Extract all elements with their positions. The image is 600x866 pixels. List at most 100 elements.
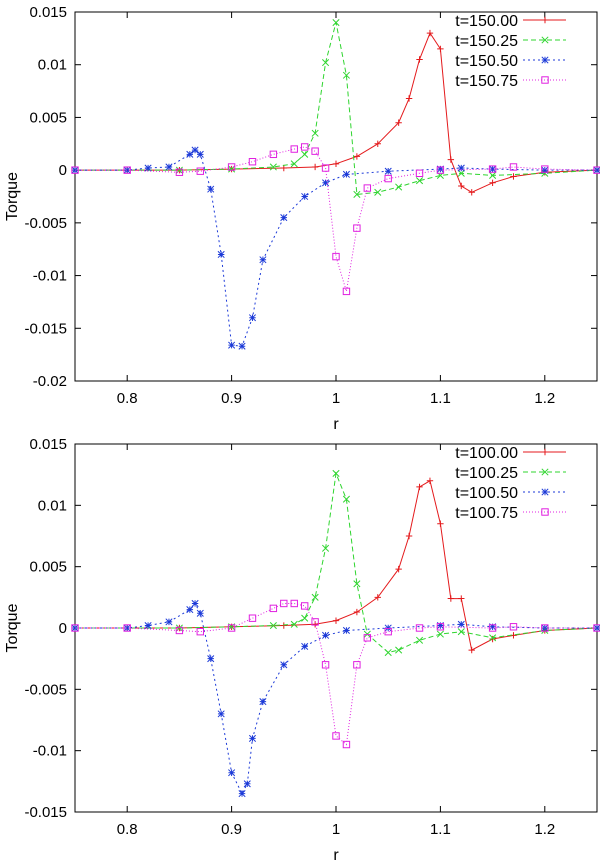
legend-label: t=100.75 [455, 505, 518, 522]
legend-entry-2: t=150.50 [455, 53, 566, 70]
data-point [332, 18, 340, 27]
data-point [415, 177, 424, 185]
data-point [489, 635, 496, 643]
data-point [301, 150, 309, 158]
legend-entry-0: t=100.00 [455, 445, 566, 462]
data-point [489, 171, 497, 179]
data-point [353, 190, 361, 198]
x-tick-label: 1.2 [534, 390, 555, 407]
data-point [593, 166, 600, 174]
data-point [374, 188, 382, 196]
data-point [353, 661, 361, 669]
legend-entry-2: t=100.50 [455, 485, 566, 502]
data-point [227, 163, 236, 171]
data-point [248, 314, 257, 322]
data-point [384, 648, 392, 657]
legend-marker [541, 56, 549, 64]
data-point [342, 170, 350, 178]
data-point [228, 341, 236, 349]
data-point [426, 477, 434, 484]
data-point [593, 624, 600, 632]
data-point [228, 769, 236, 777]
data-point [196, 609, 204, 617]
x-tick-label: 0.9 [221, 821, 242, 838]
data-point [332, 160, 340, 168]
data-point [353, 608, 361, 616]
data-point [395, 565, 402, 573]
data-point [437, 520, 444, 527]
y-tick-label: 0.015 [29, 436, 67, 453]
legend-marker [541, 488, 549, 496]
data-point [290, 599, 298, 608]
series-line [75, 32, 598, 193]
data-point [191, 599, 199, 608]
data-point [457, 169, 465, 177]
x-tick-label: 1.1 [430, 821, 451, 838]
plot-frame [74, 11, 598, 382]
legend-marker [541, 468, 549, 476]
data-point [457, 628, 465, 636]
data-point [321, 661, 330, 669]
data-point [227, 624, 236, 632]
data-point [436, 166, 445, 174]
data-point [144, 621, 152, 630]
data-point [301, 192, 309, 201]
legend-label: t=100.50 [455, 485, 518, 502]
data-point [332, 469, 340, 477]
data-point [342, 287, 351, 296]
data-point [191, 146, 199, 154]
data-point [186, 150, 194, 158]
series-line [75, 22, 598, 195]
x-tick-label: 0.9 [221, 390, 242, 407]
y-tick-label: -0.015 [24, 804, 67, 821]
x-tick-label: 0.8 [117, 390, 138, 407]
series-line [75, 602, 597, 795]
data-point [248, 158, 257, 166]
data-point [447, 595, 455, 602]
legend-entry-0: t=150.00 [455, 13, 566, 30]
data-point [322, 179, 330, 187]
data-point [243, 780, 251, 788]
data-point [196, 627, 204, 636]
data-point [290, 620, 298, 628]
y-tick-label: -0.02 [33, 373, 67, 390]
data-point [457, 620, 465, 628]
legend-label: t=100.25 [455, 465, 518, 482]
data-point [374, 140, 381, 147]
y-tick-label: -0.005 [24, 681, 67, 698]
data-point [207, 655, 215, 663]
data-point [395, 646, 403, 654]
data-point [468, 646, 475, 654]
data-point [416, 56, 423, 63]
data-point [415, 636, 424, 644]
y-tick-label: 0 [59, 162, 67, 179]
data-point [458, 182, 465, 190]
legend-marker [541, 508, 549, 516]
y-tick-label: 0.005 [29, 109, 67, 126]
y-tick-label: 0.015 [29, 4, 67, 21]
bottom-panel: 0.015 0.01 0.005 0 -0.005 -0.01 -0.015 0.8 0.9 1 1… [4, 436, 600, 864]
data-point [384, 174, 392, 183]
series-line [75, 146, 598, 292]
data-point [436, 623, 445, 631]
series-3 [71, 143, 600, 296]
data-point [363, 634, 372, 642]
data-point [322, 59, 330, 67]
y-tick-label: -0.015 [24, 320, 67, 337]
data-point [186, 606, 194, 614]
data-point [509, 623, 518, 631]
data-point [384, 167, 392, 175]
y-tick-label: 0.005 [29, 559, 67, 576]
y-tick-label: 0.01 [38, 497, 67, 514]
data-point [489, 634, 497, 642]
data-point [207, 185, 215, 193]
data-point [196, 167, 204, 175]
data-point [332, 732, 340, 740]
data-point [165, 618, 173, 626]
legend-marker [541, 76, 549, 84]
data-point [280, 214, 288, 222]
data-point [593, 166, 600, 174]
series-2 [71, 146, 600, 350]
x-tick-label: 0.8 [117, 821, 138, 838]
legend-label: t=100.00 [455, 445, 518, 462]
